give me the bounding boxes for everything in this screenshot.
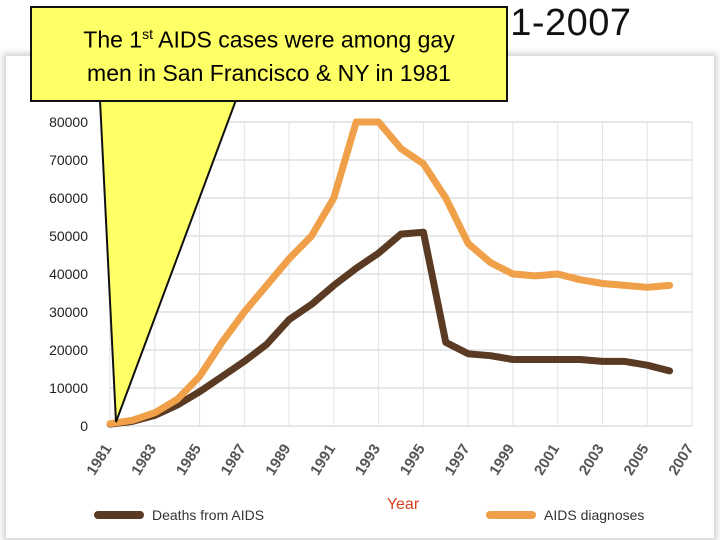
data-point	[264, 282, 270, 288]
data-point	[376, 119, 382, 125]
series-line-0	[106, 228, 674, 428]
data-point	[532, 357, 538, 362]
data-point	[555, 357, 561, 362]
data-point	[286, 317, 292, 323]
data-point	[443, 195, 449, 201]
data-point	[197, 389, 203, 395]
data-point	[622, 282, 628, 288]
callout-line-1-suffix: AIDS cases were among gay	[153, 26, 455, 53]
y-tick-label: 20000	[49, 342, 88, 358]
data-point	[622, 358, 628, 364]
data-point	[532, 273, 538, 279]
data-point	[510, 357, 516, 362]
data-point	[398, 231, 404, 237]
data-point	[331, 282, 337, 288]
y-tick-label: 30000	[49, 304, 88, 320]
annotation-callout: The 1st AIDS cases were among gay men in…	[30, 6, 508, 102]
data-point	[308, 233, 314, 239]
legend-item-deaths: Deaths from AIDS	[94, 507, 264, 523]
data-point	[577, 277, 583, 283]
data-point	[398, 146, 404, 152]
callout-superscript: st	[142, 26, 153, 42]
data-point	[599, 281, 605, 286]
data-point	[465, 351, 471, 357]
data-point	[488, 353, 494, 359]
data-point	[465, 241, 471, 247]
data-point	[420, 229, 426, 235]
data-point	[577, 357, 583, 362]
data-point	[510, 271, 516, 277]
data-point	[555, 271, 561, 277]
data-point	[107, 421, 113, 427]
data-point	[219, 339, 225, 345]
y-tick-label: 50000	[49, 228, 88, 244]
data-point	[376, 250, 382, 256]
y-axis-ticks: 0 10000 20000 30000 40000 50000 60000 70000 8000…	[49, 114, 88, 434]
y-tick-label: 70000	[49, 152, 88, 168]
chart-series	[106, 118, 674, 428]
legend: Deaths from AIDS AIDS diagnoses	[94, 507, 644, 523]
y-tick-label: 10000	[49, 380, 88, 396]
legend-label-deaths: Deaths from AIDS	[152, 507, 264, 523]
callout-line-1: The 1st AIDS cases were among gay	[32, 18, 506, 57]
data-point	[420, 161, 426, 167]
data-point	[286, 256, 292, 262]
data-point	[219, 374, 225, 380]
data-point	[152, 410, 158, 416]
data-point	[264, 341, 270, 347]
callout-line-1-prefix: The 1	[83, 26, 143, 53]
data-point	[331, 195, 337, 201]
data-point	[667, 368, 673, 374]
legend-item-diagnoses: AIDS diagnoses	[486, 507, 644, 523]
data-point	[353, 119, 359, 125]
callout-line-2: men in San Francisco & NY in 1981	[87, 59, 451, 86]
data-point	[667, 282, 673, 288]
y-tick-label: 0	[80, 418, 88, 434]
data-point	[174, 396, 180, 402]
data-point	[443, 339, 449, 345]
data-point	[241, 358, 247, 364]
data-point	[129, 417, 135, 423]
x-axis-title: Year	[387, 496, 420, 513]
data-point	[353, 265, 359, 271]
series-line-1	[106, 118, 674, 428]
data-point	[197, 374, 203, 380]
data-point	[644, 284, 650, 290]
y-tick-label: 60000	[49, 190, 88, 206]
data-point	[644, 362, 650, 368]
y-tick-label: 80000	[49, 114, 88, 130]
data-point	[599, 358, 605, 364]
y-tick-label: 40000	[49, 266, 88, 282]
callout-pointer-shape	[98, 99, 238, 423]
data-point	[308, 301, 314, 307]
data-point	[241, 309, 247, 315]
data-point	[488, 260, 494, 266]
legend-label-diagnoses: AIDS diagnoses	[544, 507, 644, 523]
